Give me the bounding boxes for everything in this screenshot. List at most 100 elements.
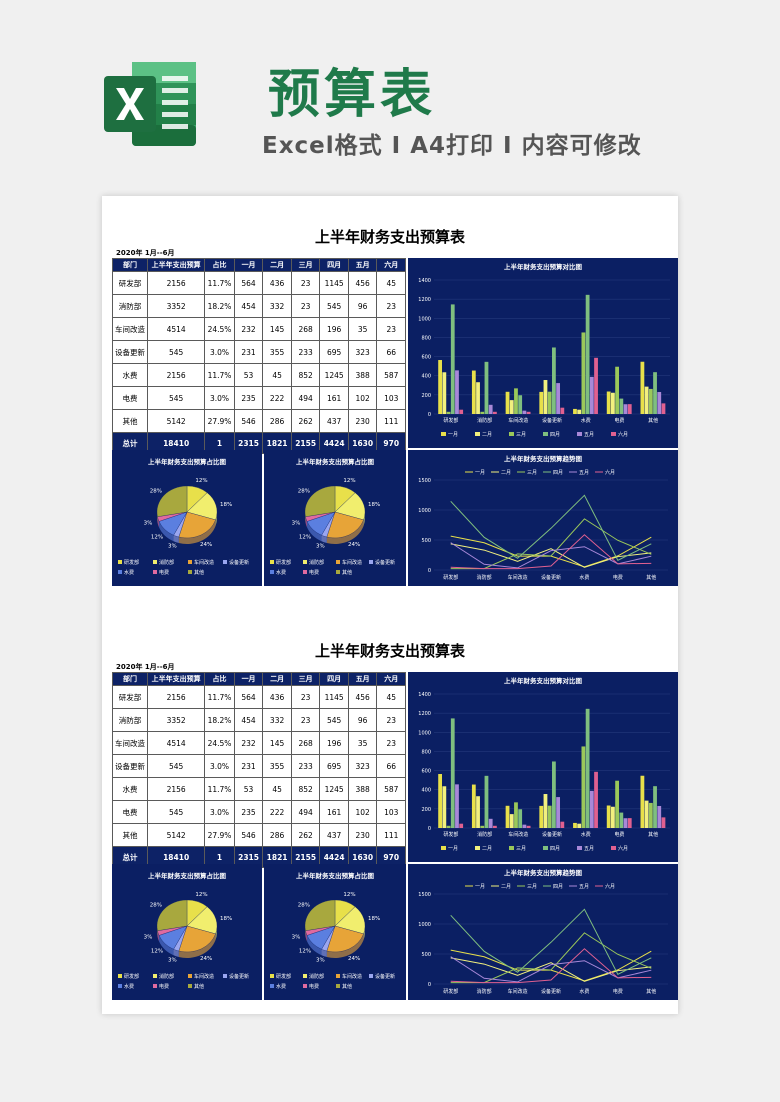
table-cell: 355 <box>262 754 292 778</box>
table-cell: 230 <box>347 409 378 433</box>
legend-swatch <box>118 984 122 988</box>
column-header: 上半年支出预算 <box>147 672 206 686</box>
x-tick-label: 设备更新 <box>541 574 561 581</box>
table-cell: 268 <box>290 731 321 755</box>
excel-logo-icon <box>104 62 196 146</box>
legend-swatch <box>153 560 157 564</box>
budget-table: 部门 上半年支出预算 占比 一月 二月 三月 四月 五月 六月 研发部 2156 11.7% 564 43… <box>111 672 406 868</box>
table-cell: 231 <box>233 754 264 778</box>
table-cell: 323 <box>347 340 378 364</box>
table-cell: 车间改造 <box>111 317 149 341</box>
legend-swatch <box>118 560 122 564</box>
legend-label: 其他 <box>194 569 204 576</box>
legend-swatch <box>543 846 548 850</box>
y-tick-label: 400 <box>421 788 431 794</box>
table-cell: 设备更新 <box>111 340 149 364</box>
legend-label: 四月 <box>553 470 563 476</box>
pie-slice <box>304 899 336 931</box>
legend-swatch <box>577 432 582 436</box>
table-cell: 111 <box>376 409 406 433</box>
y-tick-label: 0 <box>428 982 431 988</box>
table-cell: 286 <box>262 823 292 847</box>
bar <box>581 332 586 414</box>
table-cell: 388 <box>347 363 378 387</box>
series-line <box>450 932 652 984</box>
table-cell: 286 <box>262 409 292 433</box>
y-tick-label: 200 <box>421 807 431 813</box>
bar <box>543 794 548 828</box>
bar <box>459 823 464 828</box>
legend-label: 其他 <box>194 983 204 990</box>
bar <box>442 372 447 414</box>
bar <box>522 824 527 828</box>
table-cell: 27.9% <box>204 823 235 847</box>
pie-chart: 上半年财务支出预算占比图 12% 18% 24% 3% 12% 3% 28% 研发部 消防部 车间改… <box>112 450 262 586</box>
budget-table: 部门 上半年支出预算 占比 一月 二月 三月 四月 五月 六月 研发部 2156 11.7% 564 43… <box>111 258 406 454</box>
table-cell: 23 <box>290 271 321 295</box>
legend-label: 二月 <box>501 884 511 890</box>
pie-slice <box>326 511 364 539</box>
x-tick-label: 其他 <box>646 574 656 581</box>
bar <box>552 761 556 828</box>
column-header: 三月 <box>290 258 321 272</box>
column-header: 五月 <box>347 672 378 686</box>
column-header: 二月 <box>262 258 292 272</box>
table-cell: 233 <box>290 754 321 778</box>
legend-label: 二月 <box>482 432 492 438</box>
column-header: 五月 <box>347 258 378 272</box>
y-tick-label: 1400 <box>418 278 431 284</box>
pie-data-label: 18% <box>368 502 380 508</box>
table-cell: 23 <box>376 731 406 755</box>
bar <box>594 771 598 828</box>
legend-label: 一月 <box>448 846 458 852</box>
x-tick-label: 车间改造 <box>508 988 528 995</box>
table-cell: 2156 <box>147 363 206 387</box>
bar <box>644 386 649 414</box>
table-cell: 5142 <box>147 409 206 433</box>
bar <box>488 818 493 828</box>
bar <box>589 376 594 414</box>
table-cell: 66 <box>376 340 406 364</box>
legend-swatch <box>188 984 192 988</box>
line-chart-title: 上半年财务支出预算趋势图 <box>504 454 583 463</box>
bar <box>585 708 590 828</box>
legend-swatch <box>336 560 340 564</box>
table-cell: 3.0% <box>204 340 235 364</box>
bar <box>556 383 561 414</box>
table-cell: 233 <box>290 340 321 364</box>
bar <box>594 357 598 414</box>
pie-slice <box>156 485 188 517</box>
table-cell: 研发部 <box>111 271 149 295</box>
legend-label: 四月 <box>550 432 560 438</box>
bar <box>522 410 527 414</box>
column-header: 部门 <box>111 258 149 272</box>
bar <box>623 818 628 828</box>
y-tick-label: 400 <box>421 374 431 380</box>
table-cell: 45 <box>262 777 292 801</box>
bar <box>648 802 653 828</box>
y-tick-label: 1000 <box>418 316 431 322</box>
bar <box>438 360 443 414</box>
pie-data-label: 3% <box>168 958 177 964</box>
table-cell: 11.7% <box>204 777 235 801</box>
x-tick-label: 研发部 <box>443 988 458 995</box>
legend-swatch <box>509 432 514 436</box>
legend-swatch <box>303 974 307 978</box>
x-tick-label: 消防部 <box>477 831 492 838</box>
legend-label: 水费 <box>124 983 134 990</box>
table-cell: 18.2% <box>204 708 235 732</box>
table-cell: 35 <box>347 731 378 755</box>
bar <box>505 805 510 828</box>
table-cell: 454 <box>233 708 264 732</box>
bar <box>446 825 451 828</box>
table-cell: 车间改造 <box>111 731 149 755</box>
table-row: 消防部 3352 18.2% 454 332 23 545 96 23 <box>111 708 406 732</box>
table-cell: 695 <box>319 754 349 778</box>
bar <box>543 380 548 414</box>
x-tick-label: 车间改造 <box>508 574 528 581</box>
table-cell: 1245 <box>319 777 349 801</box>
table-cell: 564 <box>233 271 264 295</box>
pie-data-label: 12% <box>151 949 163 955</box>
pie-slice <box>156 899 188 931</box>
legend-swatch <box>303 560 307 564</box>
